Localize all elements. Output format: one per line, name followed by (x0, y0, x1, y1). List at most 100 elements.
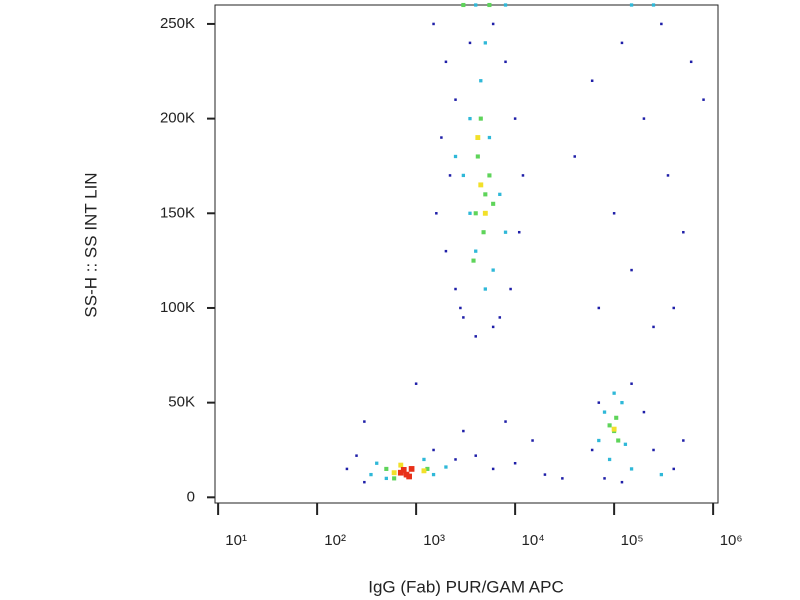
data-point (483, 41, 487, 45)
y-tick-label: 150K (160, 204, 195, 221)
data-point (682, 230, 685, 234)
x-tick-label: 10³ (423, 532, 445, 549)
data-point (435, 212, 438, 215)
data-point (384, 466, 389, 471)
data-point (620, 400, 624, 405)
y-tick-label: 200K (160, 110, 195, 127)
data-point (642, 410, 646, 414)
data-point (471, 258, 476, 263)
data-point (474, 454, 477, 457)
data-point (459, 306, 462, 310)
data-point (454, 458, 457, 461)
data-point (620, 41, 624, 45)
data-point (487, 2, 492, 8)
data-point (672, 306, 675, 310)
data-point (607, 457, 612, 462)
data-point (473, 211, 478, 216)
data-point (659, 472, 664, 477)
data-point (651, 3, 656, 7)
data-point (590, 448, 594, 452)
data-point (400, 467, 407, 473)
data-point (482, 210, 488, 216)
data-point (479, 79, 483, 83)
data-point (432, 22, 435, 26)
data-point (462, 316, 465, 319)
data-point (491, 268, 495, 272)
data-point (491, 201, 496, 206)
data-point (481, 230, 486, 235)
data-point (682, 439, 685, 442)
data-point (672, 467, 675, 471)
x-tick-label: 10⁵ (621, 532, 644, 549)
data-point (630, 382, 633, 385)
data-point (487, 173, 492, 178)
data-point (474, 249, 478, 253)
x-tick-label: 10² (324, 532, 346, 549)
data-point (607, 423, 612, 428)
data-point (478, 116, 483, 121)
data-point (363, 420, 366, 423)
data-point (597, 401, 601, 404)
data-point (422, 457, 426, 462)
data-point (629, 467, 634, 471)
x-tick-label: 10¹ (225, 532, 247, 549)
data-point (614, 415, 619, 420)
data-point (491, 467, 495, 471)
data-point (629, 3, 634, 7)
data-point (398, 462, 404, 468)
data-point (660, 22, 663, 26)
data-point (454, 98, 457, 101)
data-point (475, 154, 480, 159)
data-point (666, 174, 670, 177)
data-point (345, 467, 349, 471)
data-point (468, 41, 472, 45)
data-point (468, 211, 472, 215)
data-point (590, 79, 594, 82)
data-point (503, 230, 508, 234)
data-point (504, 60, 507, 64)
data-point (504, 420, 507, 423)
data-point (491, 22, 495, 26)
data-point (461, 2, 466, 8)
data-point (431, 472, 436, 477)
data-point (384, 476, 388, 481)
data-point (573, 155, 576, 158)
data-point (391, 470, 397, 476)
data-point (597, 306, 601, 310)
data-point (355, 454, 358, 457)
data-point (444, 60, 448, 64)
data-point (513, 117, 517, 120)
data-point (487, 135, 492, 140)
data-point (517, 230, 521, 234)
y-tick-label: 100K (160, 299, 195, 316)
data-point (483, 192, 488, 197)
y-tick-label: 50K (168, 394, 195, 411)
data-point (363, 480, 366, 484)
data-point (468, 116, 472, 121)
data-point (448, 174, 452, 177)
data-point (597, 438, 601, 443)
data-point (454, 287, 457, 291)
data-point (474, 335, 477, 338)
data-point (440, 136, 443, 139)
data-point (623, 442, 628, 446)
data-point (561, 477, 564, 480)
data-point (543, 473, 547, 476)
data-point (461, 173, 466, 178)
data-point (630, 268, 633, 272)
data-point (375, 461, 379, 465)
data-point (483, 287, 487, 291)
data-point (432, 448, 435, 452)
data-point (491, 325, 495, 329)
y-axis-title: SS-H :: SS INT LIN (81, 172, 100, 317)
plot-frame (214, 4, 719, 504)
data-point (444, 249, 448, 253)
data-point (521, 174, 525, 177)
data-point (406, 473, 412, 480)
data-point (652, 325, 655, 329)
data-point (513, 461, 517, 465)
data-point (475, 135, 481, 140)
data-point (392, 476, 397, 481)
data-point (531, 439, 534, 442)
